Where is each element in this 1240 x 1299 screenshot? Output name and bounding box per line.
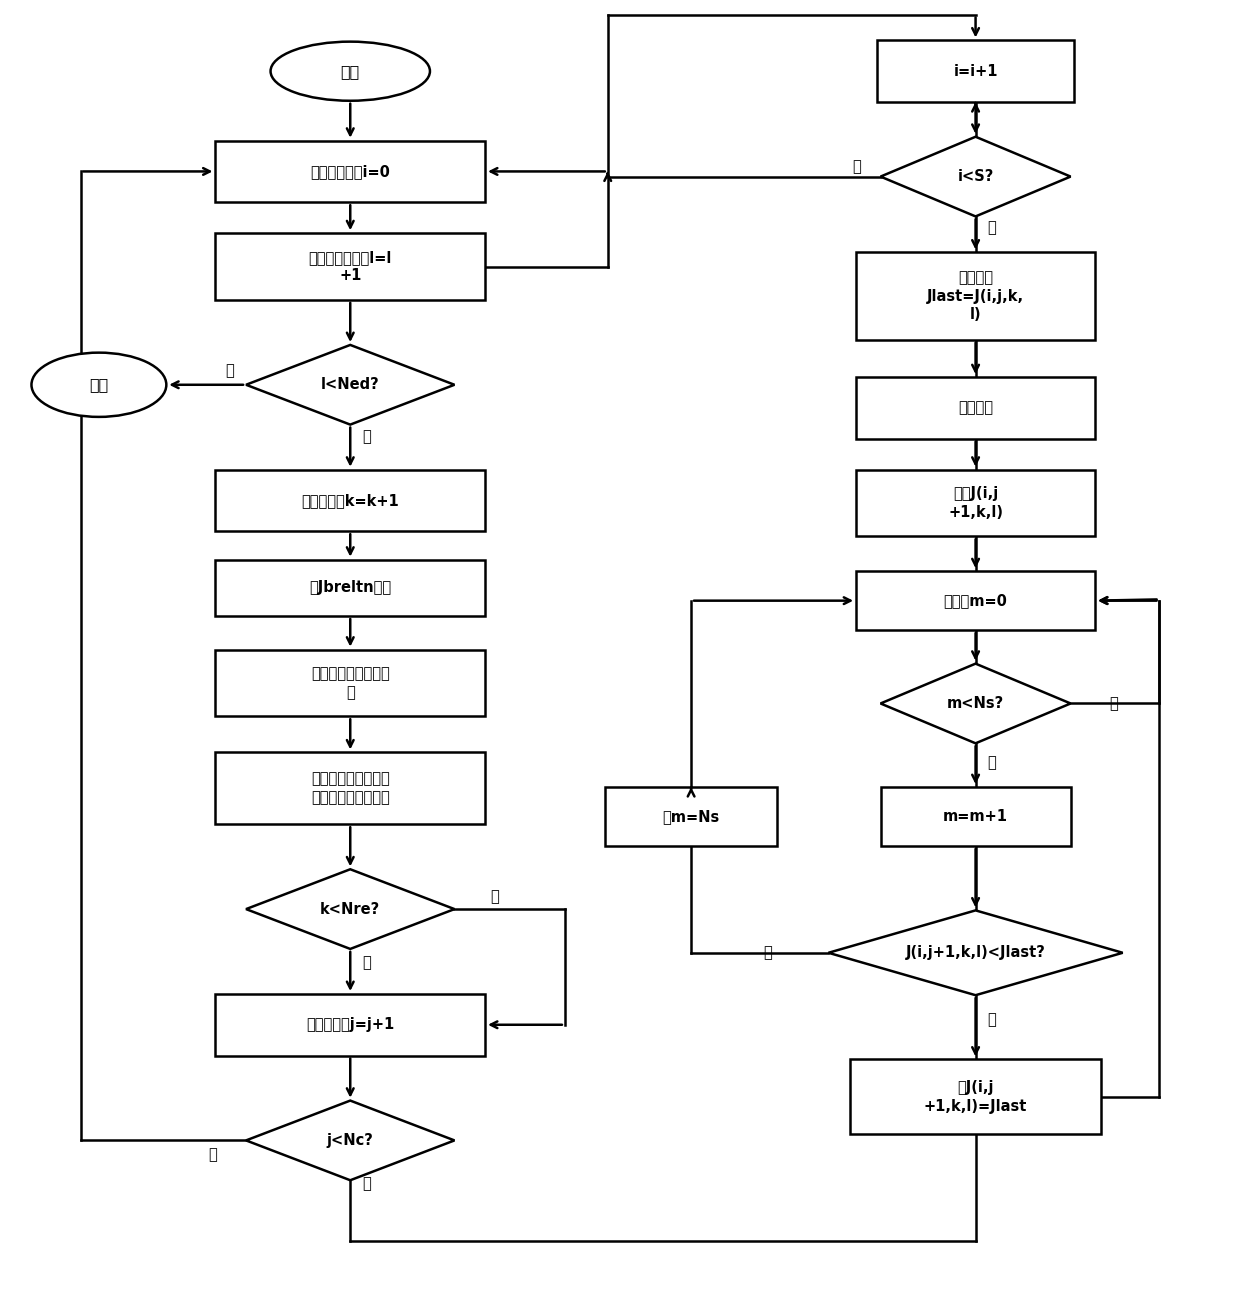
Text: k<Nre?: k<Nre? xyxy=(320,902,381,917)
Text: 令J(i,j
+1,k,l)=Jlast: 令J(i,j +1,k,l)=Jlast xyxy=(924,1079,1027,1113)
Text: j<Nc?: j<Nc? xyxy=(327,1133,373,1148)
Text: 适应度值
Jlast=J(i,j,k,
l): 适应度值 Jlast=J(i,j,k, l) xyxy=(928,270,1024,322)
Text: 否: 否 xyxy=(1110,696,1118,711)
Text: 初始化参数，i=0: 初始化参数，i=0 xyxy=(310,164,391,179)
Text: 初始化m=0: 初始化m=0 xyxy=(944,594,1008,608)
Text: 趋向操作，j=j+1: 趋向操作，j=j+1 xyxy=(306,1017,394,1033)
FancyBboxPatch shape xyxy=(605,787,777,846)
Text: 复制操作，k=k+1: 复制操作，k=k+1 xyxy=(301,492,399,508)
Text: 开始: 开始 xyxy=(341,64,360,79)
Text: 否: 否 xyxy=(208,1147,217,1163)
FancyBboxPatch shape xyxy=(216,994,485,1056)
Text: 是: 是 xyxy=(987,755,996,770)
Text: 是: 是 xyxy=(987,221,996,235)
FancyBboxPatch shape xyxy=(216,233,485,300)
Text: 否: 否 xyxy=(491,889,500,904)
Text: 否: 否 xyxy=(226,364,234,378)
FancyBboxPatch shape xyxy=(880,787,1070,846)
FancyBboxPatch shape xyxy=(878,40,1074,103)
FancyBboxPatch shape xyxy=(856,377,1095,439)
Text: 淘汰一半能量小的细
菌: 淘汰一半能量小的细 菌 xyxy=(311,666,389,700)
Ellipse shape xyxy=(270,42,430,101)
Text: 否: 否 xyxy=(763,946,771,960)
Text: 旋转操作: 旋转操作 xyxy=(959,400,993,416)
FancyBboxPatch shape xyxy=(216,469,485,531)
FancyBboxPatch shape xyxy=(216,650,485,716)
Text: J(i,j+1,k,l)<Jlast?: J(i,j+1,k,l)<Jlast? xyxy=(905,946,1045,960)
Ellipse shape xyxy=(31,352,166,417)
Text: m=m+1: m=m+1 xyxy=(944,809,1008,824)
FancyBboxPatch shape xyxy=(849,1060,1101,1134)
FancyBboxPatch shape xyxy=(856,252,1095,340)
Text: 是: 是 xyxy=(362,956,371,970)
FancyBboxPatch shape xyxy=(856,572,1095,630)
Text: l<Ned?: l<Ned? xyxy=(321,377,379,392)
FancyBboxPatch shape xyxy=(856,469,1095,536)
Text: 是: 是 xyxy=(987,1012,996,1028)
Polygon shape xyxy=(880,136,1070,217)
Polygon shape xyxy=(246,869,455,950)
Text: 复制能量大的细菌，
并将其量子计算操作: 复制能量大的细菌， 并将其量子计算操作 xyxy=(311,772,389,805)
FancyBboxPatch shape xyxy=(216,560,485,616)
Text: 令m=Ns: 令m=Ns xyxy=(662,809,719,824)
Text: i=i+1: i=i+1 xyxy=(954,64,998,79)
Polygon shape xyxy=(828,911,1122,995)
Text: 计算J(i,j
+1,k,l): 计算J(i,j +1,k,l) xyxy=(949,486,1003,520)
Polygon shape xyxy=(246,346,455,425)
Text: i<S?: i<S? xyxy=(957,169,993,184)
Text: 迁徙操作循环，l=l
+1: 迁徙操作循环，l=l +1 xyxy=(309,249,392,283)
Text: 将Jbreltn排序: 将Jbreltn排序 xyxy=(309,581,392,595)
Polygon shape xyxy=(246,1100,455,1181)
Text: 否: 否 xyxy=(852,158,861,174)
Text: 是: 是 xyxy=(362,1177,371,1191)
FancyBboxPatch shape xyxy=(216,752,485,825)
FancyBboxPatch shape xyxy=(216,140,485,203)
Text: m<Ns?: m<Ns? xyxy=(947,696,1004,711)
Text: 是: 是 xyxy=(362,429,371,444)
Polygon shape xyxy=(880,664,1070,743)
Text: 结束: 结束 xyxy=(89,377,109,392)
